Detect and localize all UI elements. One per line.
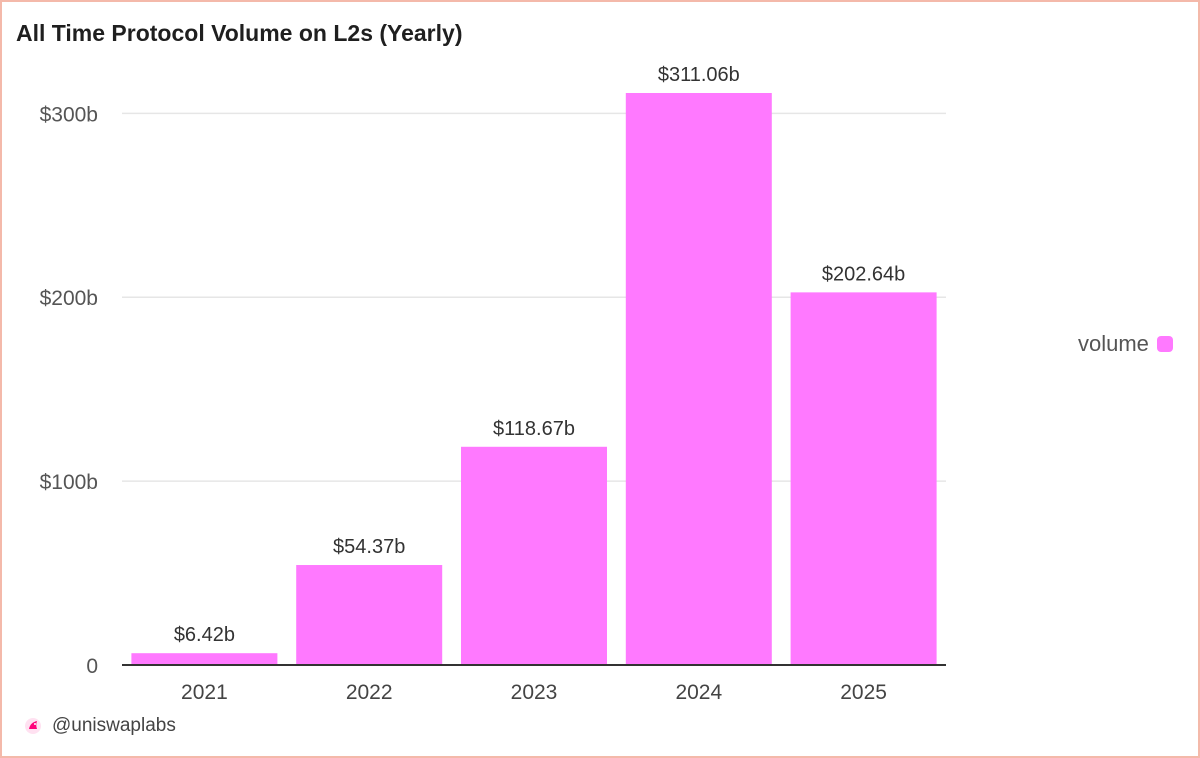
x-tick-label: 2023 [511,681,558,704]
x-tick-label: 2021 [181,681,228,704]
footer: @uniswaplabs [24,713,176,739]
data-label: $202.64b [822,263,905,285]
y-tick-label: $100b [40,471,98,494]
data-label: $6.42b [174,624,235,646]
legend[interactable]: volume [1078,331,1173,357]
data-label: $54.37b [333,536,405,558]
chart-title: All Time Protocol Volume on L2s (Yearly) [16,20,463,46]
bar [461,446,607,665]
bar [790,292,937,665]
legend-label: volume [1078,331,1149,356]
bar [625,93,772,665]
data-label: $118.67b [493,418,575,440]
unicorn-logo-icon [24,717,42,735]
footer-handle: @uniswaplabs [52,715,176,736]
y-tick-label: $300b [40,103,98,126]
x-tick-label: 2025 [840,681,887,704]
bar [296,565,443,665]
y-tick-label: 0 [86,655,98,678]
data-label: $311.06b [658,64,740,86]
x-tick-label: 2024 [675,681,722,704]
bar [131,653,278,665]
x-tick-label: 2022 [346,681,393,704]
y-tick-label: $200b [40,287,98,310]
legend-swatch [1156,336,1173,352]
